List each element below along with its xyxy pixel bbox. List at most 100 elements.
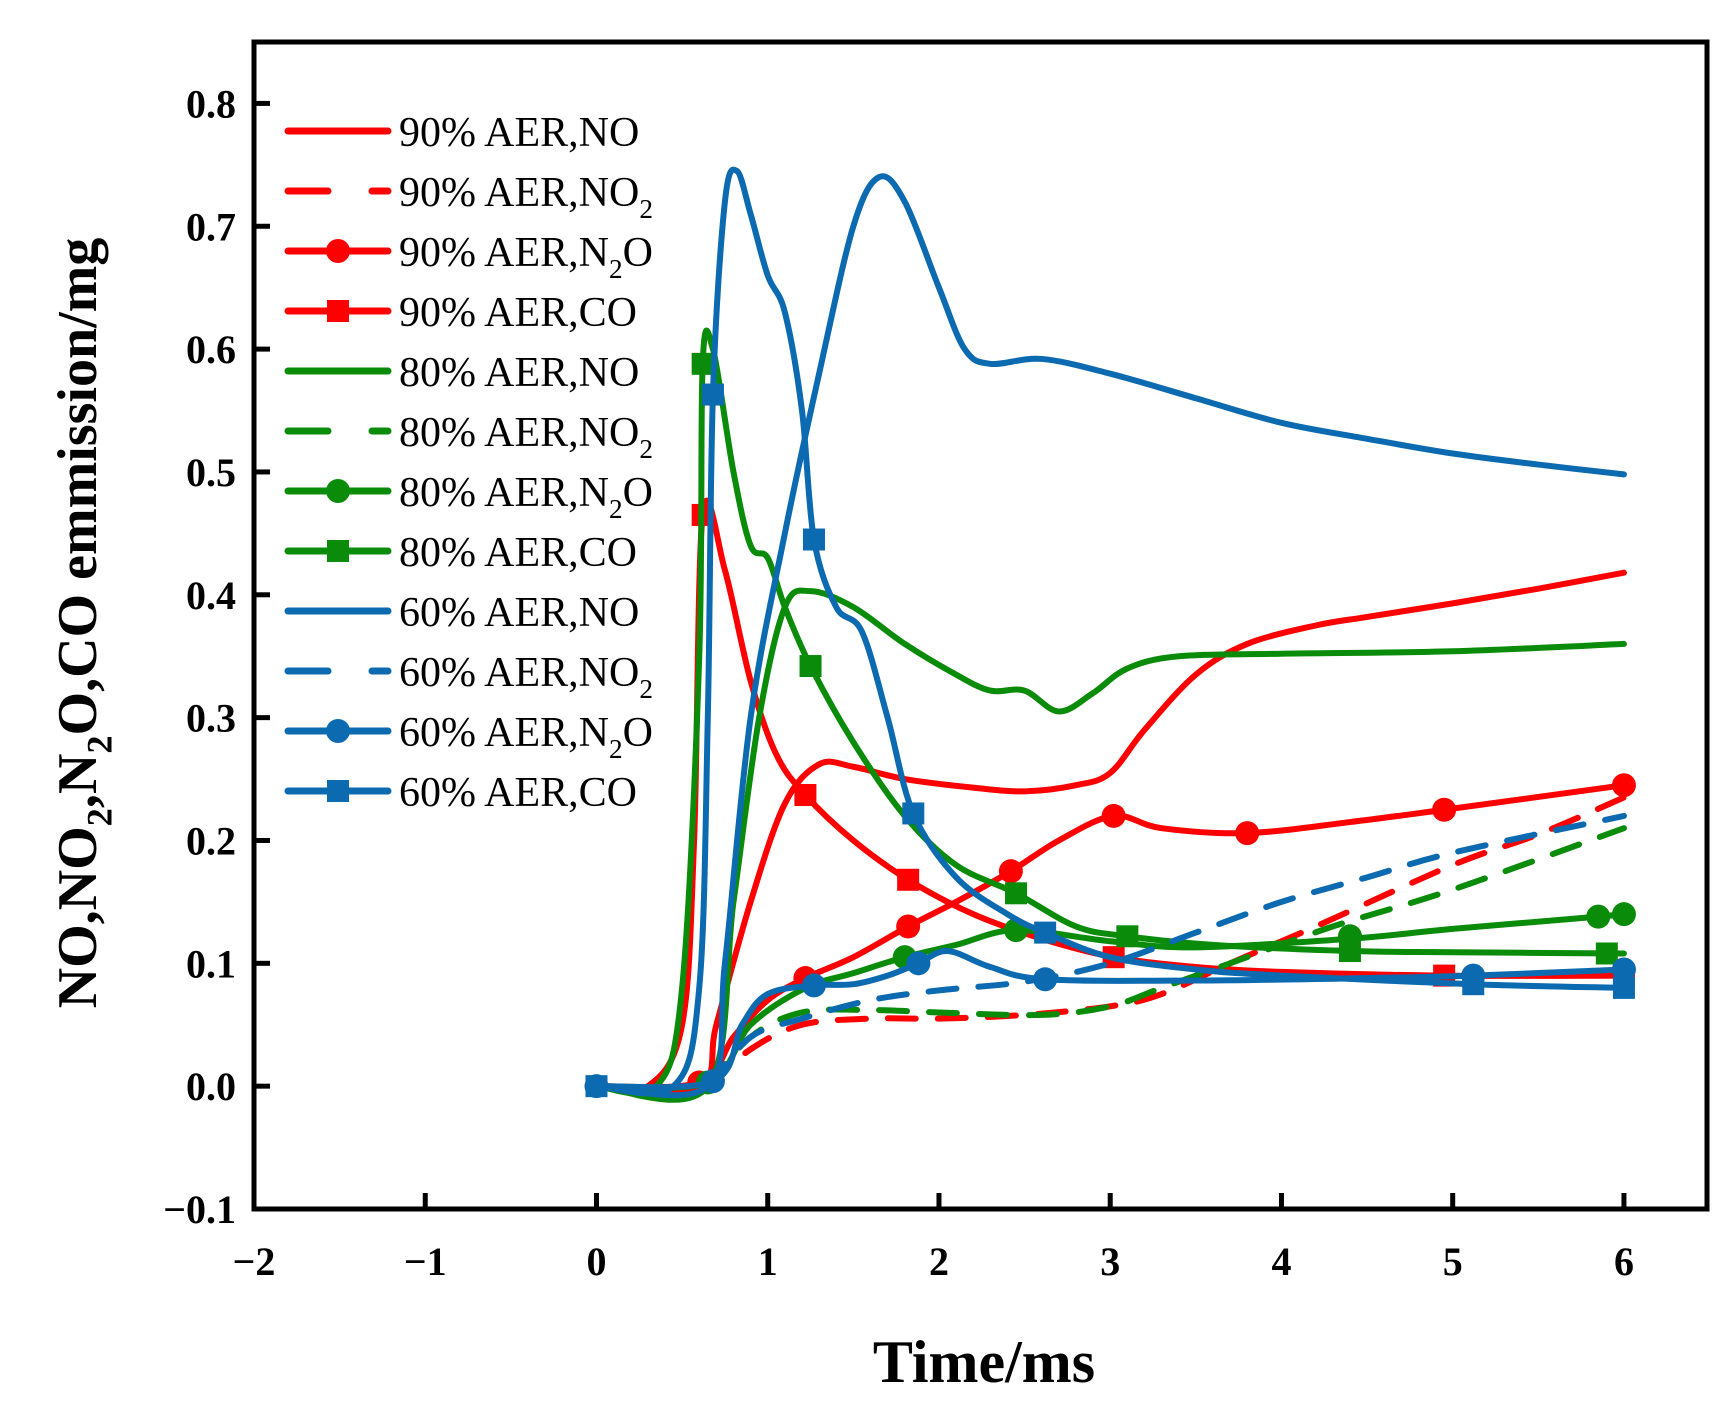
y-tick-label: 0.7	[186, 204, 236, 249]
circle-marker	[1611, 957, 1636, 982]
y-tick-label: 0.2	[186, 818, 236, 863]
x-axis-title: Time/ms	[873, 1329, 1095, 1395]
legend-label: 90% AER,NO2	[399, 170, 653, 224]
circle-marker	[700, 1069, 725, 1094]
y-tick-label: 0.5	[186, 450, 236, 495]
legend-item: 60% AER,NO2	[284, 650, 653, 704]
series-line	[593, 327, 1627, 1097]
series-60-aer-co	[585, 166, 1635, 1098]
legend-label: 80% AER,NO	[399, 350, 639, 396]
circle-marker	[1235, 821, 1260, 846]
legend-label: 80% AER,N2O	[399, 470, 653, 524]
legend-label: 90% AER,N2O	[399, 230, 653, 284]
square-marker	[1005, 882, 1028, 905]
ticks-layer: −2 −1 0 1 2 3 4 5 6 −0.1 0.0 0.1 0.2 0.3 0.4 0.5 0.6 0.7 0…	[163, 81, 1634, 1284]
legend-label: 80% AER,CO	[399, 530, 637, 576]
square-marker	[802, 528, 825, 551]
x-tick-label: 5	[1443, 1239, 1463, 1284]
x-tick-label: 1	[758, 1239, 778, 1284]
circle-marker	[1611, 902, 1636, 927]
series-80-aer-n2o	[593, 902, 1636, 1095]
y-tick-label: −0.1	[163, 1187, 236, 1232]
legend-item: 80% AER,CO	[284, 530, 637, 576]
x-tick-label: 0	[586, 1239, 606, 1284]
legend-label: 60% AER,N2O	[399, 710, 653, 764]
series-line	[704, 794, 1627, 1090]
legend-item: 80% AER,N2O	[284, 470, 653, 524]
series-90-aer-co	[593, 497, 1635, 1094]
x-tick-label: 3	[1100, 1239, 1120, 1284]
series-line	[593, 173, 1627, 1099]
y-tick-label: 0.6	[186, 327, 236, 372]
legend-item: 60% AER,N2O	[284, 710, 653, 764]
square-marker	[902, 802, 925, 825]
square-marker	[897, 868, 920, 891]
y-tick-label: 0.4	[186, 573, 236, 618]
circle-marker	[998, 859, 1023, 884]
x-tick-label: 4	[1271, 1239, 1291, 1284]
legend-circle-marker	[326, 239, 350, 263]
plot-frame	[251, 39, 1710, 1212]
legend-circle-marker	[326, 479, 350, 503]
circle-marker	[1033, 967, 1058, 992]
circle-marker	[1432, 797, 1457, 822]
y-tick-label: 0.0	[186, 1064, 236, 1109]
legend-item: 90% AER,NO2	[284, 170, 653, 224]
legend-item: 60% AER,NO	[284, 590, 639, 636]
series-line	[593, 569, 1627, 1094]
square-marker	[1338, 940, 1361, 963]
circle-marker	[896, 914, 921, 939]
square-marker	[701, 383, 724, 406]
series-line	[593, 911, 1627, 1092]
square-marker	[794, 784, 817, 807]
legend-square-marker	[327, 540, 349, 562]
square-marker	[799, 655, 822, 678]
series-60-aer-n2o	[584, 948, 1636, 1099]
y-axis-title: NO,NO2,N2O,CO emmission/mg	[47, 238, 120, 1009]
circle-marker	[906, 951, 931, 976]
legend-label: 60% AER,CO	[399, 770, 637, 816]
square-marker	[1462, 973, 1485, 996]
circle-marker	[1611, 773, 1636, 798]
legend-item: 80% AER,NO2	[284, 410, 653, 464]
series-line	[704, 825, 1627, 1090]
series-80-aer-co	[593, 327, 1627, 1097]
square-marker	[1034, 921, 1057, 944]
x-tick-label: −1	[404, 1239, 447, 1284]
legend-label: 60% AER,NO2	[399, 650, 653, 704]
legend-label: 60% AER,NO	[399, 590, 639, 636]
series-80-aer-no2	[704, 825, 1627, 1090]
legend-label: 90% AER,NO	[399, 110, 639, 156]
legend-item: 90% AER,NO	[284, 110, 639, 156]
legend: 90% AER,NO 90% AER,NO2 90% AER,N2O 90% AER,…	[284, 110, 653, 816]
series-60-aer-no	[593, 173, 1627, 1099]
series-60-aer-no2	[704, 812, 1627, 1090]
y-tick-label: 0.8	[186, 81, 236, 126]
square-marker	[1612, 976, 1635, 999]
series-90-aer-no	[593, 569, 1627, 1094]
series-80-aer-no	[593, 587, 1627, 1103]
series-line	[593, 587, 1627, 1103]
circle-marker	[1586, 904, 1611, 929]
series-90-aer-no2	[704, 794, 1627, 1090]
x-tick-label: −2	[233, 1239, 276, 1284]
legend-square-marker	[327, 780, 349, 802]
y-tick-label: 0.1	[186, 941, 236, 986]
square-marker	[1595, 942, 1618, 965]
legend-label: 90% AER,CO	[399, 290, 637, 336]
legend-square-marker	[327, 300, 349, 322]
legend-item: 90% AER,CO	[284, 290, 637, 336]
y-tick-label: 0.3	[186, 696, 236, 741]
series-layer	[584, 166, 1636, 1103]
circle-marker	[1101, 803, 1126, 828]
x-tick-label: 6	[1614, 1239, 1634, 1284]
square-marker	[1116, 925, 1139, 948]
legend-label: 80% AER,NO2	[399, 410, 653, 464]
legend-item: 60% AER,CO	[284, 770, 637, 816]
legend-circle-marker	[326, 719, 350, 743]
x-tick-label: 2	[929, 1239, 949, 1284]
square-marker	[691, 352, 714, 375]
legend-item: 80% AER,NO	[284, 350, 639, 396]
circle-marker	[801, 973, 826, 998]
